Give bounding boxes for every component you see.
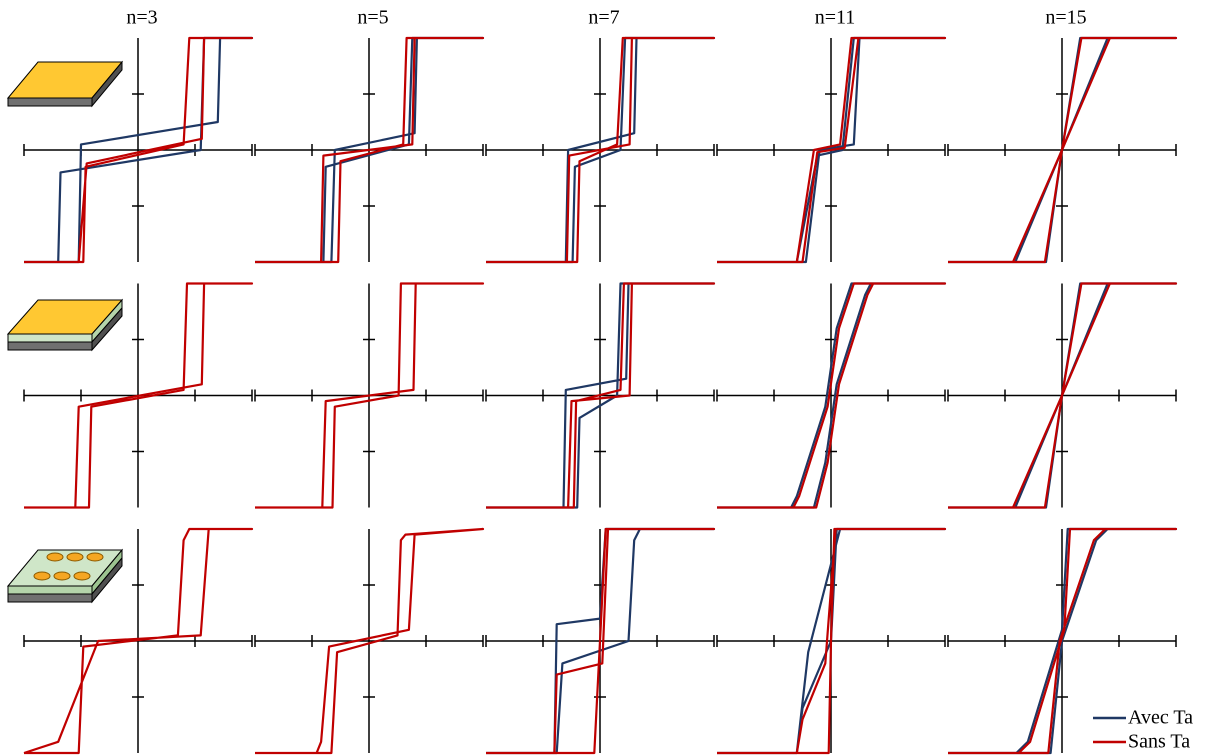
panel-title: n=11 <box>815 7 856 29</box>
legend-label: Avec Ta <box>1128 707 1193 729</box>
panel-title: n=7 <box>588 7 619 29</box>
loop <box>717 527 947 755</box>
loop <box>948 282 1178 509</box>
legend-label: Sans Ta <box>1128 731 1190 753</box>
loop <box>717 282 947 509</box>
loop <box>948 527 1178 755</box>
loop <box>23 527 254 755</box>
panel-title: n=15 <box>1045 7 1086 29</box>
loop <box>486 282 716 509</box>
panel-title: n=3 <box>126 7 157 29</box>
icon-film <box>6 60 124 108</box>
loop <box>486 527 716 755</box>
sample-icons <box>6 60 124 604</box>
loop <box>948 36 1178 264</box>
loop <box>255 36 485 264</box>
icon-bilayer <box>6 298 124 352</box>
loop <box>24 36 254 264</box>
loop <box>486 36 716 264</box>
loop <box>717 36 947 264</box>
panel-title: n=5 <box>357 7 388 29</box>
loop <box>24 282 254 509</box>
icon-dots <box>6 548 124 604</box>
loop <box>255 282 485 509</box>
loop <box>255 527 485 755</box>
